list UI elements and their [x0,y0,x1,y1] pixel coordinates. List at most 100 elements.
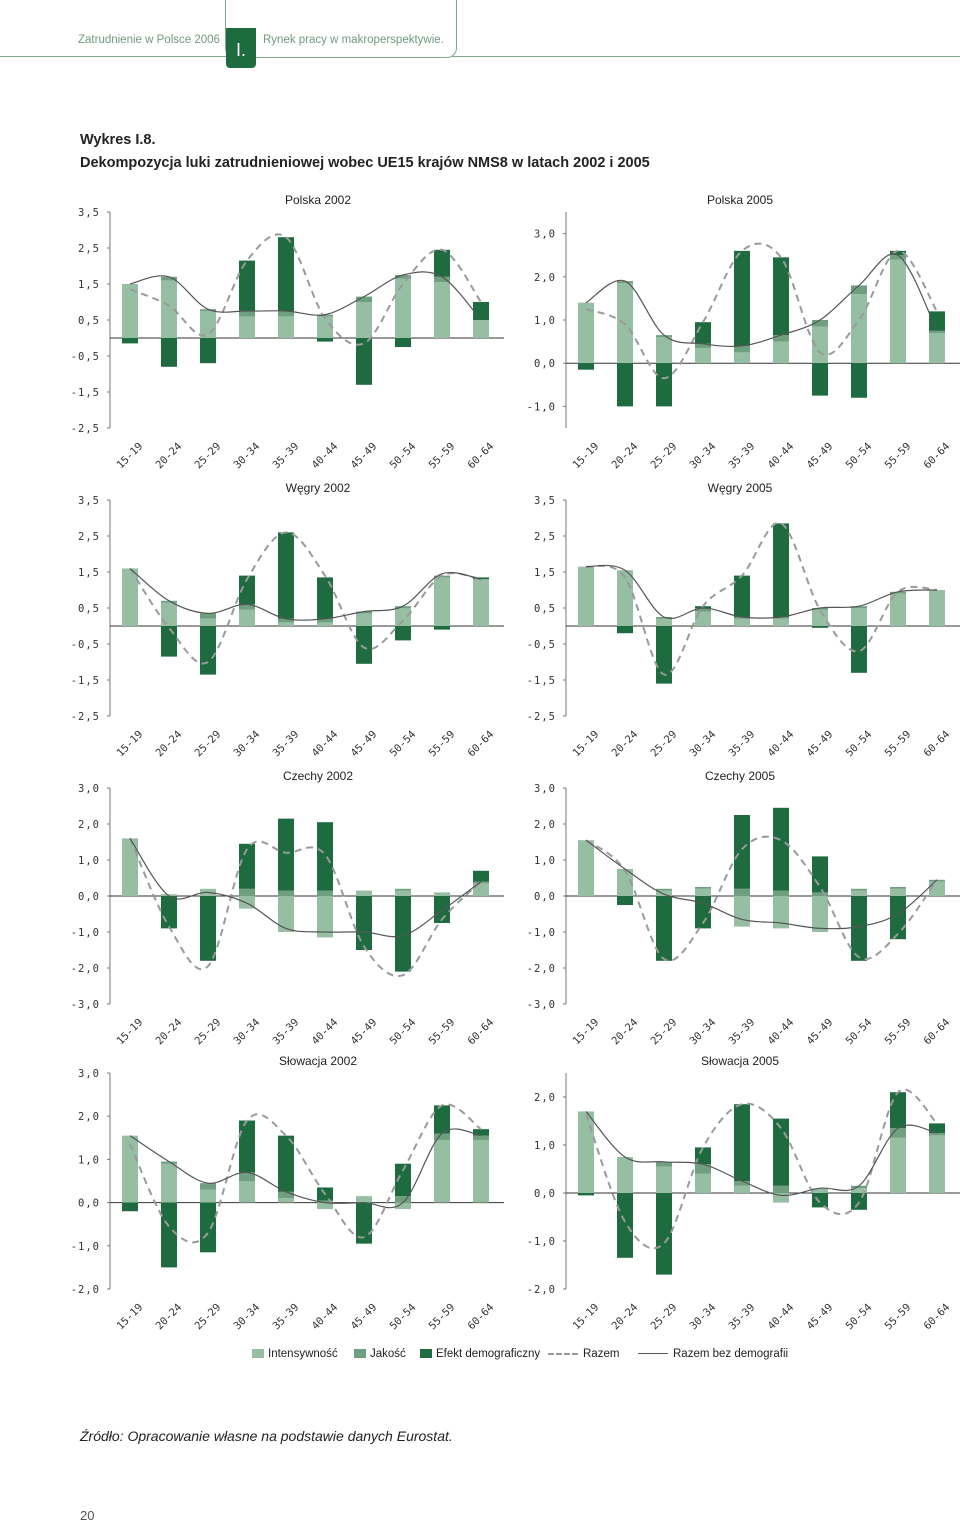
bar-intensity [773,341,789,364]
line-total-no-demo [585,1111,938,1197]
y-tick-label: 0,0 [78,891,100,903]
bar-intensity [734,1185,750,1193]
bar-intensity [578,302,594,364]
bar-demographic [656,626,672,684]
x-tick-label: 50-54 [843,440,874,471]
bar-intensity [734,352,750,364]
bar-quality [851,606,867,608]
page-header: Zatrudnienie w Polsce 2006 I. Rynek prac… [0,0,960,70]
chart-title: Polska 2002 [285,193,351,207]
line-total-no-demo [585,564,938,620]
x-tick-label: 20-24 [609,1301,640,1330]
bar-intensity [812,326,828,364]
bar-intensity [734,618,750,626]
bar-intensity [812,896,828,932]
bar-demographic [161,338,177,367]
x-tick-label: 35-39 [270,728,301,759]
bar-quality [278,618,294,623]
bar-demographic [734,815,750,889]
y-tick-label: 0,0 [534,358,556,370]
bar-intensity [812,1188,828,1193]
x-tick-label: 45-49 [348,1016,379,1047]
bar-demographic [617,1193,633,1258]
legend-demographic-swatch [420,1349,432,1359]
bar-quality [473,881,489,884]
bar-intensity [122,284,138,338]
figure-title: Dekompozycja luki zatrudnieniowej wobec … [80,155,650,171]
bar-intensity [656,890,672,896]
x-tick-label: 35-39 [270,440,301,471]
bar-intensity [773,618,789,626]
bar-demographic [473,870,489,882]
bar-demographic [434,1105,450,1134]
bar-demographic [617,896,633,905]
chart-title: Węgry 2005 [708,481,773,495]
bar-demographic [278,532,294,619]
y-tick-label: -2,0 [527,963,556,975]
x-tick-label: 60-64 [465,1016,496,1047]
x-tick-label: 15-19 [114,1016,145,1047]
bar-demographic [929,311,945,331]
line-total [129,531,482,665]
bar-quality [656,335,672,338]
legend-demographic-label: Efekt demograficzny [436,1348,541,1360]
chart-title: Słowacja 2002 [279,1054,357,1068]
bar-demographic [812,856,828,893]
bar-demographic [473,1129,489,1136]
bar-quality [395,888,411,891]
line-total-no-demo [129,271,482,321]
bar-intensity [434,892,450,896]
x-tick-label: 50-54 [843,728,874,759]
x-tick-label: 25-29 [648,1301,679,1330]
bar-quality [317,618,333,623]
bar-quality [395,1196,411,1203]
bar-intensity [851,1188,867,1193]
bar-intensity [278,316,294,338]
y-tick-label: -2,0 [71,963,100,975]
bar-intensity [122,568,138,626]
y-tick-label: 1,0 [78,855,100,867]
bar-quality [473,1135,489,1140]
x-tick-label: 15-19 [114,728,145,759]
bar-intensity [395,608,411,626]
bar-intensity [890,1137,906,1193]
bar-demographic [773,523,789,617]
bar-quality [890,1128,906,1138]
bar-demographic [395,338,411,347]
bar-intensity [656,1166,672,1193]
bar-quality [851,888,867,891]
x-tick-label: 60-64 [921,1016,952,1047]
x-tick-label: 15-19 [570,1301,601,1330]
bar-demographic [473,577,489,580]
y-tick-label: -1,0 [527,401,556,413]
line-total-no-demo [585,253,938,348]
bar-quality [929,330,945,333]
bar-demographic [734,250,750,346]
bar-intensity [929,590,945,626]
bar-intensity [278,1198,294,1203]
bar-demographic [734,1104,750,1181]
bar-intensity [317,1202,333,1210]
chart-title: Polska 2005 [707,193,773,207]
bar-intensity [278,896,294,932]
bar-quality [395,275,411,279]
bar-demographic [122,338,138,344]
bar-quality [200,1183,216,1190]
x-tick-label: 20-24 [609,440,640,471]
x-tick-label: 60-64 [921,728,952,759]
x-tick-label: 45-49 [348,1301,379,1330]
x-tick-label: 40-44 [765,728,796,759]
bar-quality [278,1191,294,1199]
y-tick-label: -1,0 [71,1241,100,1253]
bar-intensity [695,611,711,626]
bar-demographic [278,818,294,891]
bar-demographic [851,1193,867,1210]
bar-demographic [812,363,828,396]
bar-intensity [695,1173,711,1193]
bar-demographic [395,1163,411,1197]
x-tick-label: 40-44 [765,440,796,471]
bar-quality [239,311,255,317]
x-tick-label: 60-64 [465,440,496,471]
bar-demographic [317,338,333,342]
y-tick-label: 0,5 [78,315,100,327]
